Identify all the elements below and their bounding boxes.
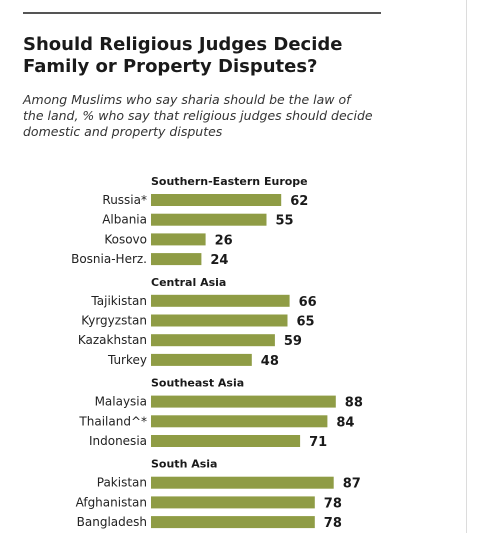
- category-label: Afghanistan: [76, 495, 147, 509]
- value-label: 71: [309, 435, 327, 450]
- bar: [151, 415, 328, 428]
- bar: [151, 435, 301, 447]
- bar: [151, 213, 267, 226]
- region-label: Central Asia: [151, 276, 226, 289]
- category-label: Kosovo: [104, 232, 147, 246]
- value-label: 66: [299, 295, 317, 310]
- category-label: Malaysia: [95, 395, 147, 409]
- category-label: Kyrgyzstan: [81, 314, 147, 328]
- bar: [151, 294, 290, 307]
- category-label: Albania: [102, 213, 147, 227]
- category-label: Indonesia: [89, 434, 147, 448]
- category-label: Pakistan: [97, 476, 147, 490]
- bar: [151, 476, 334, 489]
- region-label: Southern-Eastern Europe: [151, 175, 308, 188]
- category-label: Kazakhstan: [78, 333, 147, 347]
- value-label: 88: [345, 396, 363, 411]
- category-label: Bosnia-Herz.: [71, 252, 147, 266]
- bar: [151, 496, 315, 509]
- bar: [151, 334, 275, 347]
- category-label: Thailand^*: [78, 414, 147, 428]
- side-divider: [466, 0, 467, 533]
- value-label: 55: [276, 214, 294, 229]
- value-label: 78: [324, 516, 342, 530]
- value-label: 78: [324, 496, 342, 511]
- bar: [151, 233, 206, 246]
- top-rule: [23, 12, 381, 14]
- bar: [151, 314, 288, 327]
- region-label: South Asia: [151, 458, 217, 471]
- region-label: Southeast Asia: [151, 377, 244, 390]
- category-label: Tajikistan: [90, 294, 147, 308]
- category-label: Turkey: [107, 353, 147, 367]
- chart-subtitle: Among Muslims who say sharia should be t…: [23, 92, 373, 139]
- value-label: 62: [290, 194, 308, 209]
- value-label: 87: [343, 477, 361, 492]
- value-label: 26: [215, 233, 233, 248]
- bar: [151, 253, 202, 266]
- value-label: 84: [336, 415, 354, 430]
- value-label: 48: [261, 354, 279, 369]
- bar: [151, 353, 252, 366]
- chart-title: Should Religious Judges Decide Family or…: [23, 34, 343, 77]
- bar: [151, 194, 282, 206]
- value-label: 65: [297, 315, 315, 330]
- category-label: Bangladesh: [77, 515, 147, 529]
- bar: [151, 395, 336, 408]
- bar-chart: Southern-Eastern Europe Russia* 62 Albania 5…: [71, 175, 363, 530]
- value-label: 24: [210, 253, 228, 268]
- value-label: 59: [284, 334, 302, 349]
- bar: [151, 516, 315, 529]
- category-label: Russia*: [102, 193, 147, 207]
